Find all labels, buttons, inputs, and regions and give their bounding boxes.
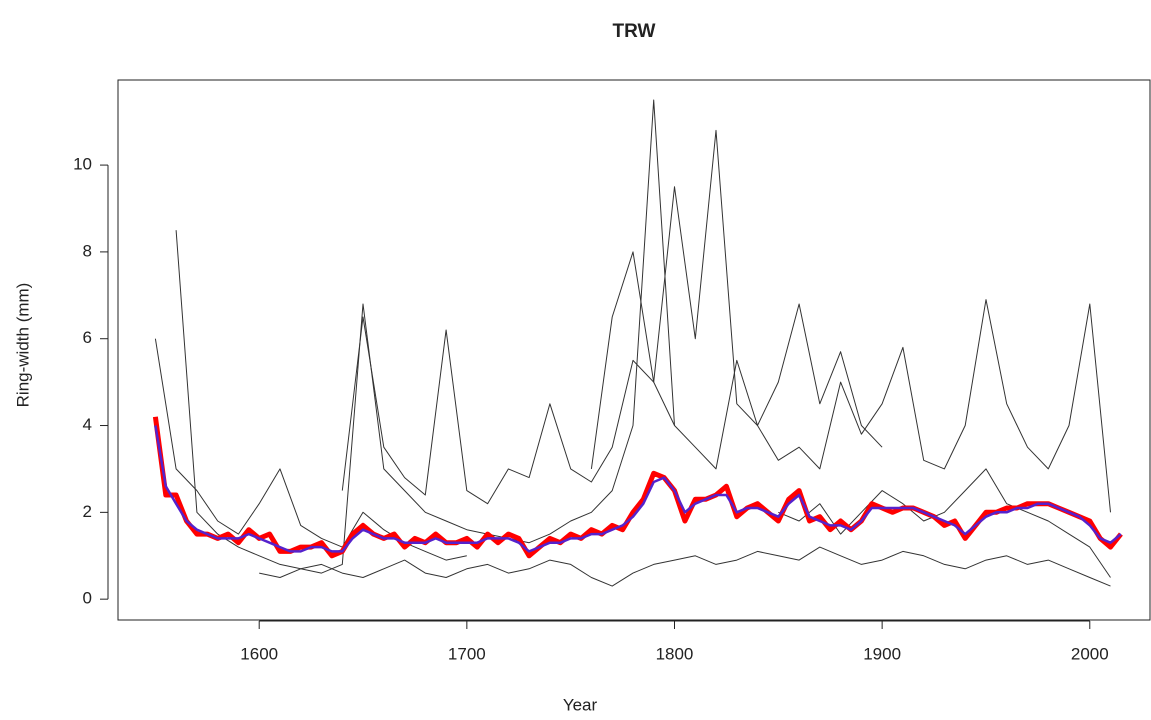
series-line [259,546,1111,587]
y-tick-label: 4 [83,415,92,434]
plot-area [152,99,1123,587]
chart-title: TRW [613,21,656,42]
y-tick-label: 6 [83,328,92,347]
x-tick-label: 1900 [863,644,901,663]
y-tick-label: 0 [83,589,92,608]
series-line [152,416,1123,559]
series-line [154,425,1122,553]
y-axis-label: Ring-width (mm) [13,283,32,408]
x-tick-label: 1700 [448,644,486,663]
x-axis-label: Year [563,695,598,714]
series-line [341,129,883,505]
x-tick-label: 1600 [240,644,278,663]
y-tick-label: 2 [83,502,92,521]
x-tick-label: 2000 [1071,644,1109,663]
y-tick-label: 10 [73,155,92,174]
y-tick-label: 8 [83,241,92,260]
series-line [154,338,467,561]
plot-frame [117,79,1151,621]
series-line [175,99,675,574]
x-tick-label: 1800 [656,644,694,663]
series-line [590,251,1111,513]
